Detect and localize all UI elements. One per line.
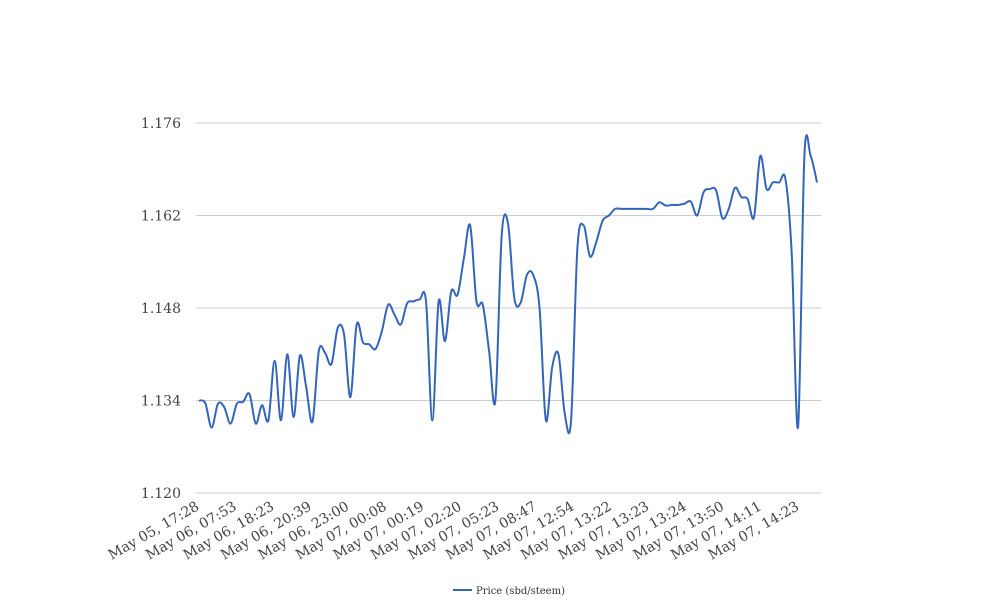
series-line-price bbox=[198, 134, 818, 435]
gridlines bbox=[196, 122, 821, 494]
series-layer bbox=[198, 134, 818, 435]
y-tick-label: 1.176 bbox=[141, 116, 181, 132]
legend-label: Price (sbd/steem) bbox=[476, 586, 565, 597]
y-tick-label: 1.162 bbox=[141, 209, 181, 225]
legend: Price (sbd/steem) bbox=[453, 586, 565, 597]
y-tick-label: 1.120 bbox=[141, 486, 181, 502]
y-tick-label: 1.148 bbox=[141, 301, 181, 317]
y-tick-label: 1.134 bbox=[141, 394, 181, 410]
y-axis-tick-labels: 1.176 1.162 1.148 1.134 1.120 bbox=[141, 116, 181, 502]
